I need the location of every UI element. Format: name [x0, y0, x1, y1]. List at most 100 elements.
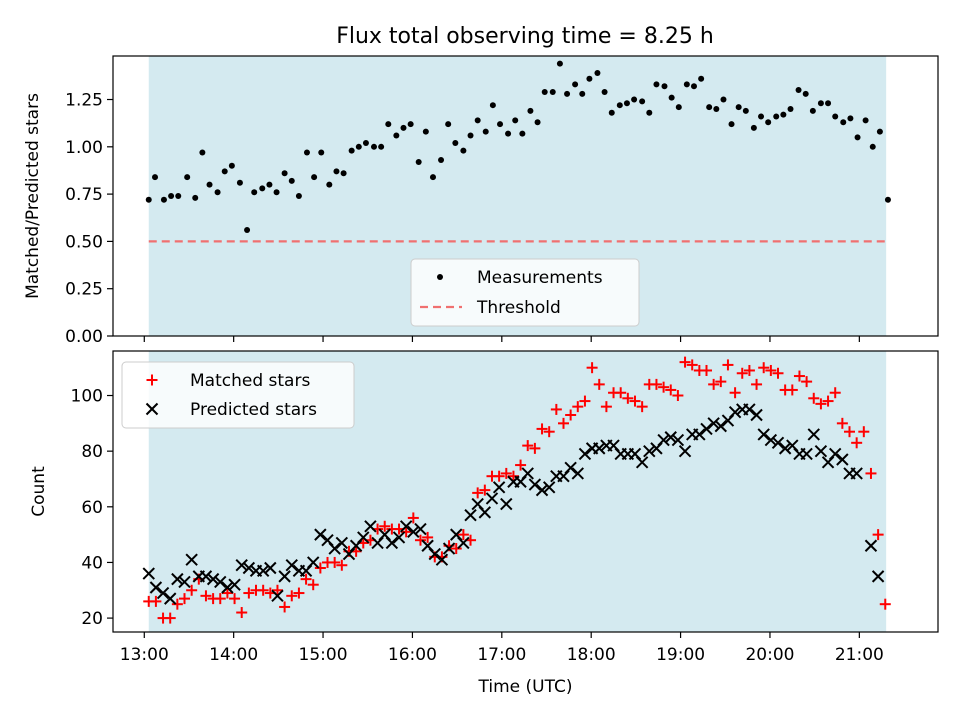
matched-star-point: [793, 370, 805, 382]
matched-star-point: [772, 367, 784, 379]
x-marker-b: [678, 444, 692, 458]
measurement-point: [445, 121, 452, 128]
measurement-point: [572, 81, 579, 88]
matched-star-point: [801, 376, 813, 388]
predicted-star-point: [214, 575, 227, 589]
predicted-star-point: [485, 492, 499, 505]
predicted-star-point: [778, 442, 792, 455]
matched-star-point: [164, 612, 176, 624]
matched-star-point: [715, 376, 727, 388]
measurement-point: [318, 149, 325, 156]
x-marker-b: [657, 433, 670, 447]
measurement-point: [221, 168, 228, 175]
x-marker-b: [593, 442, 606, 455]
matched-star-point: [422, 531, 434, 543]
matched-star-point: [822, 395, 834, 407]
measurement-point: [825, 100, 832, 107]
matched-star-point: [271, 584, 283, 596]
x-marker-b: [728, 406, 742, 419]
y-tick-label: 1.25: [65, 91, 103, 111]
measurement-point: [497, 121, 504, 128]
measurement-point: [840, 119, 847, 126]
matched-star-point: [314, 562, 326, 574]
matched-star-point: [686, 359, 698, 371]
measurement-point: [683, 81, 690, 88]
y-tick-label: 0.25: [65, 280, 103, 300]
predicted-star-point: [478, 506, 492, 519]
measurement-point: [780, 111, 787, 118]
x-marker-b: [435, 553, 449, 566]
measurement-point: [713, 105, 720, 112]
matched-stars-points: [143, 356, 891, 624]
predicted-star-point: [364, 520, 377, 533]
measurement-point: [311, 174, 318, 181]
measurement-point: [206, 181, 213, 188]
predicted-star-point: [149, 581, 163, 594]
legend-predicted-marker: [145, 402, 159, 416]
predicted-star-point: [178, 575, 191, 589]
matched-star-point: [722, 359, 734, 371]
matched-star-point: [414, 534, 426, 546]
measurement-point: [251, 189, 258, 196]
measurement-point: [854, 134, 861, 141]
measurement-point: [787, 105, 794, 112]
x-axis-label: Time (UTC): [478, 677, 573, 697]
x-marker-b: [485, 492, 499, 505]
matched-star-point: [257, 584, 269, 596]
predicted-star-point: [664, 431, 677, 444]
measurement-point: [556, 60, 563, 67]
matched-star-point: [336, 559, 348, 571]
predicted-star-point: [457, 536, 470, 550]
x-marker-b: [357, 531, 370, 544]
chart-title: Flux total observing time = 8.25 h: [336, 24, 714, 49]
matched-star-point: [479, 484, 491, 496]
measurement-point: [175, 193, 182, 199]
matched-star-point: [329, 556, 341, 568]
measurement-point: [303, 149, 310, 156]
x-marker-b: [750, 408, 763, 422]
predicted-star-point: [578, 447, 592, 461]
y-tick-label: 0.50: [65, 232, 103, 252]
predicted-star-point: [435, 553, 449, 566]
legend-measurements-label: Measurements: [477, 268, 603, 288]
measurement-point: [706, 104, 713, 111]
predicted-star-point: [635, 456, 649, 469]
predicted-star-point: [643, 444, 656, 458]
measurement-point: [281, 170, 288, 177]
predicted-star-point: [700, 422, 713, 436]
x-marker-b: [385, 536, 399, 550]
matched-star-point: [751, 378, 763, 390]
measurement-point: [534, 119, 541, 126]
measurement-point: [690, 83, 697, 90]
measurement-point: [355, 143, 362, 150]
predicted-star-point: [392, 531, 406, 544]
x-marker-b: [457, 536, 470, 550]
x-marker-b: [743, 403, 756, 416]
matched-star-point: [379, 520, 391, 532]
y-tick-label: 80: [81, 442, 103, 462]
matched-star-point: [879, 598, 891, 610]
predicted-star-point: [335, 536, 349, 550]
matched-star-point: [543, 426, 555, 438]
measurement-point: [348, 147, 355, 154]
measurement-point: [616, 102, 623, 109]
measurement-point: [876, 128, 883, 135]
measurement-point: [773, 113, 780, 120]
measurement-point: [735, 104, 742, 111]
measurement-point: [653, 81, 660, 88]
x-marker-b: [307, 556, 320, 569]
matched-star-point: [522, 440, 534, 452]
measurement-point: [400, 124, 407, 131]
predicted-star-point: [221, 581, 234, 594]
matched-star-point: [515, 459, 527, 471]
bottom-panel: 20 40 60 80 100 13:00 14:00 15:00 16:00 17:00 18:…: [29, 350, 939, 697]
measurement-point: [765, 119, 772, 126]
x-marker-b: [171, 572, 184, 586]
predicted-star-point: [278, 570, 291, 583]
matched-star-point: [200, 590, 212, 602]
matched-star-point: [450, 543, 462, 555]
predicted-star-point: [264, 561, 277, 575]
predicted-star-point: [206, 572, 220, 586]
x-marker-b: [564, 461, 577, 475]
